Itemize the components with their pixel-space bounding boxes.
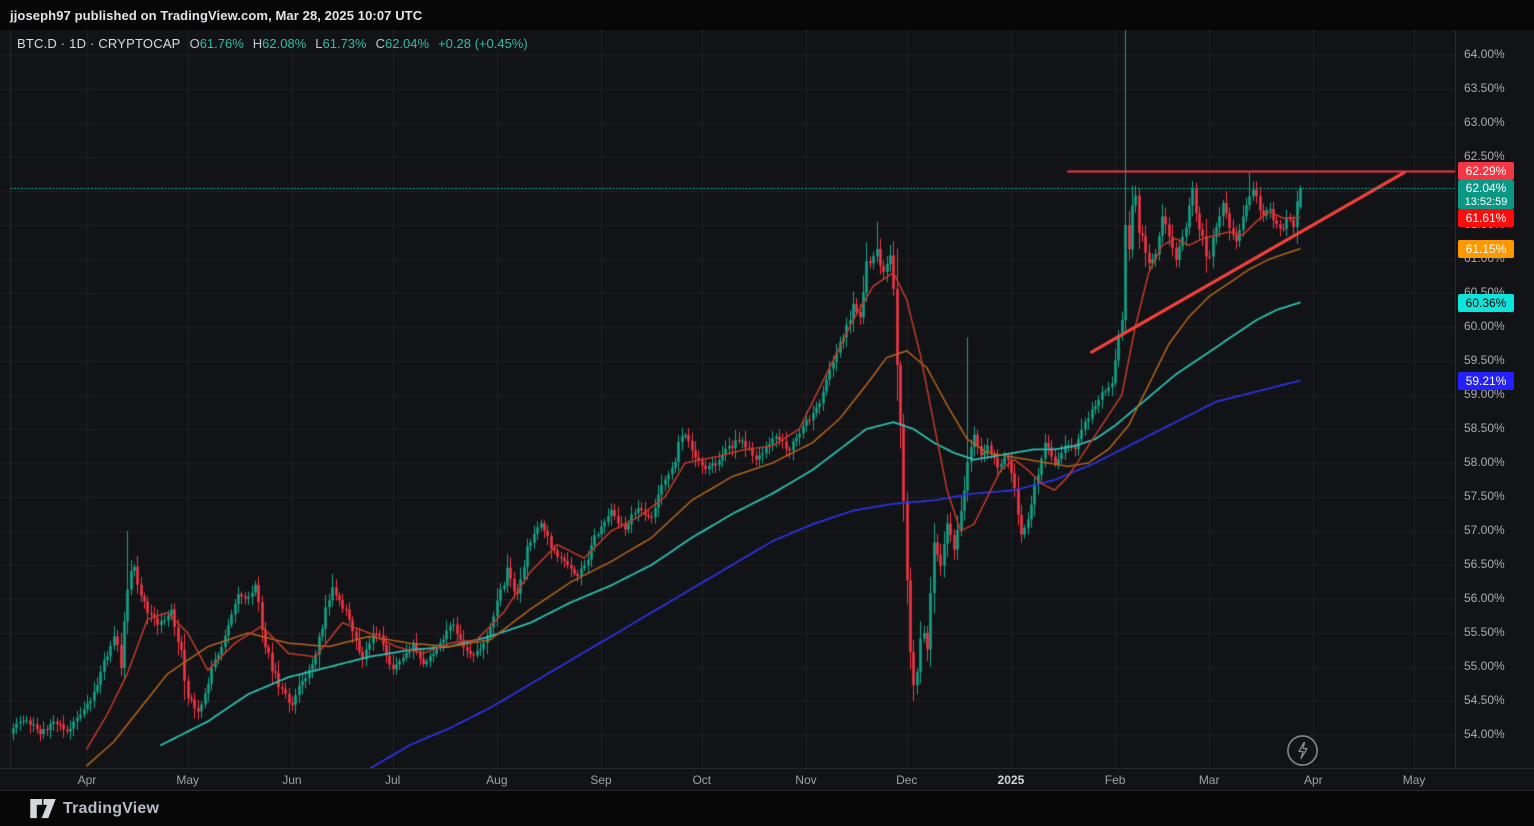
symbol-legend[interactable]: BTC.D · 1D · CRYPTOCAP O61.76% H62.08% L… [17, 36, 528, 51]
price-tick-label: 62.50% [1464, 149, 1505, 163]
price-tick-label: 57.50% [1464, 489, 1505, 503]
time-tick-label-sep: Sep [590, 773, 612, 787]
price-tick-label: 55.50% [1464, 625, 1505, 639]
ohlc-close: C62.04% [375, 36, 430, 51]
price-tick-label: 59.50% [1464, 353, 1505, 367]
tradingview-brand-text[interactable]: TradingView [63, 799, 160, 817]
price-axis[interactable]: 64.00%63.50%63.00%62.50%62.00%61.50%61.0… [1455, 30, 1534, 791]
price-tick-label: 60.00% [1464, 319, 1505, 333]
ma-long-price-label: 59.21% [1458, 371, 1514, 390]
price-tick-label: 63.50% [1464, 81, 1505, 95]
time-tick-label-oct: Oct [692, 773, 712, 787]
ohlc-high: H62.08% [252, 36, 307, 51]
price-tick-label: 64.00% [1464, 47, 1505, 61]
price-tick-label: 55.00% [1464, 659, 1505, 673]
symbol-title: BTC.D · 1D · CRYPTOCAP [17, 36, 181, 51]
drawing-price-label: 62.29% [1458, 162, 1514, 181]
time-tick-label-may: May [1402, 773, 1426, 787]
time-tick-label-aug: Aug [486, 773, 508, 787]
time-axis[interactable]: Apr May Jun Jul Aug Sep Oct Nov Dec 2025 Feb Mar Apr… [0, 768, 1534, 791]
time-tick-label-jul: Jul [385, 773, 401, 787]
price-tick-label: 57.00% [1464, 523, 1505, 537]
time-tick-label-nov: Nov [795, 773, 817, 787]
ma-mid-price-label: 61.15% [1458, 239, 1514, 258]
time-tick-label-2025: 2025 [997, 773, 1025, 787]
footer-bar: TradingView [0, 791, 1534, 826]
time-tick-label-apr: Apr [77, 773, 97, 787]
price-tick-label: 58.50% [1464, 421, 1505, 435]
ohlc-low: L61.73% [315, 36, 367, 51]
time-tick-label-mar: Mar [1198, 773, 1220, 787]
change-value: +0.28 (+0.45%) [438, 36, 528, 51]
price-tick-label: 54.00% [1464, 727, 1505, 741]
price-tick-label: 59.00% [1464, 387, 1505, 401]
publish-info-text: jjoseph97 published on TradingView.com, … [10, 7, 423, 23]
lightning-icon[interactable] [1286, 734, 1319, 767]
ma-fast-price-label: 61.61% [1458, 208, 1514, 227]
time-tick-label-jun: Jun [282, 773, 302, 787]
chart-region: BTC.D · 1D · CRYPTOCAP O61.76% H62.08% L… [0, 30, 1534, 791]
last-price-label: 62.04% 13:52:59 [1458, 180, 1514, 210]
tradingview-logo-icon[interactable] [30, 798, 56, 819]
price-tick-label: 63.00% [1464, 115, 1505, 129]
time-tick-label-dec: Dec [896, 773, 918, 787]
time-tick-label-may: May [176, 773, 200, 787]
ma-slow-price-label: 60.36% [1458, 293, 1514, 312]
price-tick-label: 56.00% [1464, 591, 1505, 605]
ohlc-open: O61.76% [189, 36, 244, 51]
price-tick-label: 58.00% [1464, 455, 1505, 469]
price-tick-label: 54.50% [1464, 693, 1505, 707]
price-tick-label: 56.50% [1464, 557, 1505, 571]
chart-pane[interactable] [0, 30, 1455, 768]
time-tick-label-feb: Feb [1104, 773, 1126, 787]
time-tick-label-apr: Apr [1303, 773, 1323, 787]
publish-info-bar: jjoseph97 published on TradingView.com, … [0, 0, 1534, 30]
